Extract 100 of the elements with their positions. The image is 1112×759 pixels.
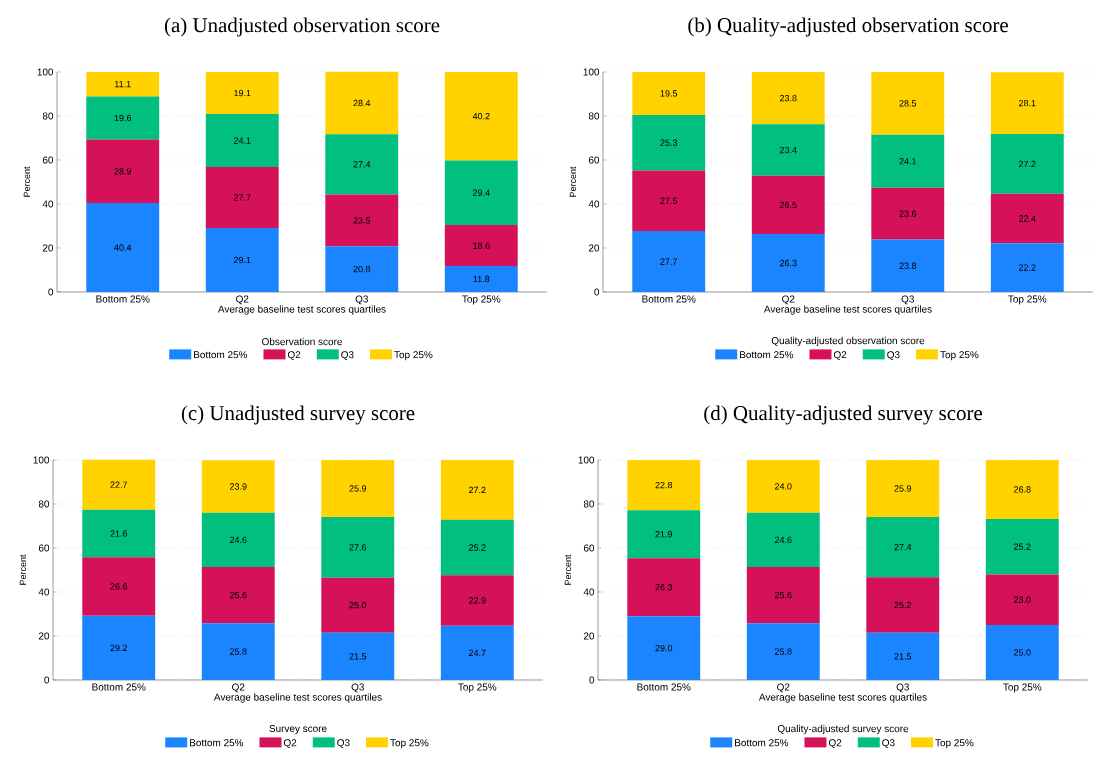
bar: [444, 266, 518, 292]
x-tick-label: Q3: [901, 295, 914, 305]
bar: [440, 519, 514, 576]
bar: [990, 72, 1064, 135]
data-label: 24.0: [774, 483, 792, 490]
bar: [82, 459, 156, 510]
data-label: 27.2: [1019, 160, 1036, 168]
x-tick-label: Top 25%: [462, 295, 501, 305]
legend-label: Top 25%: [940, 351, 979, 361]
bar: [321, 516, 395, 578]
bar: [444, 225, 518, 267]
y-tick-label: 40: [583, 588, 595, 596]
bar: [325, 71, 399, 135]
data-label: 26.3: [655, 584, 673, 591]
bar: [990, 193, 1064, 244]
legend-label: Q3: [882, 739, 895, 749]
legend-title: Survey score: [269, 724, 327, 734]
bar: [201, 512, 275, 567]
data-label: 21.5: [894, 653, 912, 660]
legend-label: Q2: [833, 351, 847, 361]
bar: [751, 71, 825, 125]
data-label: 25.2: [894, 601, 912, 609]
y-tick-label: 80: [588, 112, 600, 120]
data-label: 25.0: [1014, 649, 1031, 656]
y-tick-label: 100: [583, 68, 600, 76]
data-label: 28.4: [353, 99, 371, 107]
bar: [632, 170, 706, 232]
data-label: 11.1: [115, 81, 131, 88]
bar: [632, 114, 706, 171]
chart-title: (c) Unadjusted survey score: [181, 405, 415, 425]
legend-label: Q3: [337, 739, 350, 749]
x-tick-label: Bottom 25%: [96, 295, 150, 303]
x-tick-label: Top 25%: [1003, 683, 1042, 693]
data-label: 26.5: [779, 201, 797, 209]
chart-title: (b) Quality-adjusted observation score: [688, 17, 1008, 37]
y-tick-label: 80: [42, 112, 54, 120]
data-label: 25.2: [469, 544, 486, 551]
data-label: 24.6: [774, 536, 792, 544]
y-tick-label: 80: [38, 500, 50, 508]
bar: [985, 574, 1059, 625]
y-tick-label: 20: [588, 244, 600, 252]
data-label: 27.7: [660, 258, 678, 265]
data-label: 19.1: [234, 89, 251, 97]
bar: [627, 558, 701, 617]
bar: [201, 623, 275, 680]
x-tick-label: Q2: [236, 295, 249, 305]
data-label: 25.9: [349, 485, 367, 492]
bar: [871, 239, 945, 292]
bar: [746, 459, 820, 513]
bar: [627, 459, 701, 511]
x-tick-label: Q3: [896, 683, 909, 693]
bar: [866, 632, 940, 680]
y-axis-title: Percent: [19, 554, 27, 585]
legend-label: Bottom 25%: [194, 351, 248, 359]
data-label: 27.5: [660, 197, 678, 204]
bar: [82, 509, 156, 558]
bar: [746, 566, 820, 624]
legend-label: Top 25%: [390, 739, 429, 749]
legend-label: Top 25%: [394, 351, 433, 361]
bar: [985, 518, 1059, 575]
bar: [205, 71, 279, 114]
data-label: 23.6: [899, 210, 917, 217]
bar: [866, 577, 940, 633]
data-label: 27.4: [894, 543, 912, 551]
chart-title: (a) Unadjusted observation score: [164, 17, 440, 37]
x-tick-label: Q2: [777, 683, 790, 693]
x-axis-title: Average baseline test scores quartiles: [763, 305, 932, 315]
legend-label: Top 25%: [935, 739, 974, 749]
bar: [321, 577, 395, 633]
x-tick-label: Q3: [355, 295, 368, 305]
data-label: 18.6: [473, 242, 490, 249]
bar: [871, 134, 945, 188]
data-label: 23.4: [779, 146, 797, 154]
data-label: 23.9: [229, 483, 247, 490]
x-tick-label: Q2: [782, 295, 795, 305]
x-tick-label: Bottom 25%: [642, 295, 696, 303]
bar: [627, 616, 701, 680]
y-tick-label: 20: [42, 244, 54, 252]
y-tick-label: 20: [38, 632, 50, 640]
bar: [746, 512, 820, 567]
bar: [866, 516, 940, 578]
x-axis-title: Average baseline test scores quartiles: [217, 305, 386, 315]
bar: [82, 615, 156, 680]
data-label: 22.2: [1019, 264, 1036, 271]
legend-label: Bottom 25%: [190, 739, 244, 747]
data-label: 24.7: [469, 649, 486, 656]
y-tick-label: 60: [42, 156, 54, 164]
data-label: 25.6: [229, 591, 247, 599]
data-label: 19.5: [660, 90, 678, 97]
y-tick-label: 60: [588, 156, 600, 164]
data-label: 29.4: [473, 189, 490, 196]
bar: [205, 167, 279, 228]
data-label: 40.2: [472, 113, 490, 120]
data-label: 27.6: [349, 544, 367, 551]
data-label: 25.8: [774, 648, 792, 655]
legend-label: Bottom 25%: [740, 351, 794, 359]
data-label: 29.0: [655, 644, 673, 652]
legend-label: Q2: [283, 739, 297, 749]
x-tick-label: Top 25%: [458, 683, 497, 693]
bar: [205, 114, 279, 168]
